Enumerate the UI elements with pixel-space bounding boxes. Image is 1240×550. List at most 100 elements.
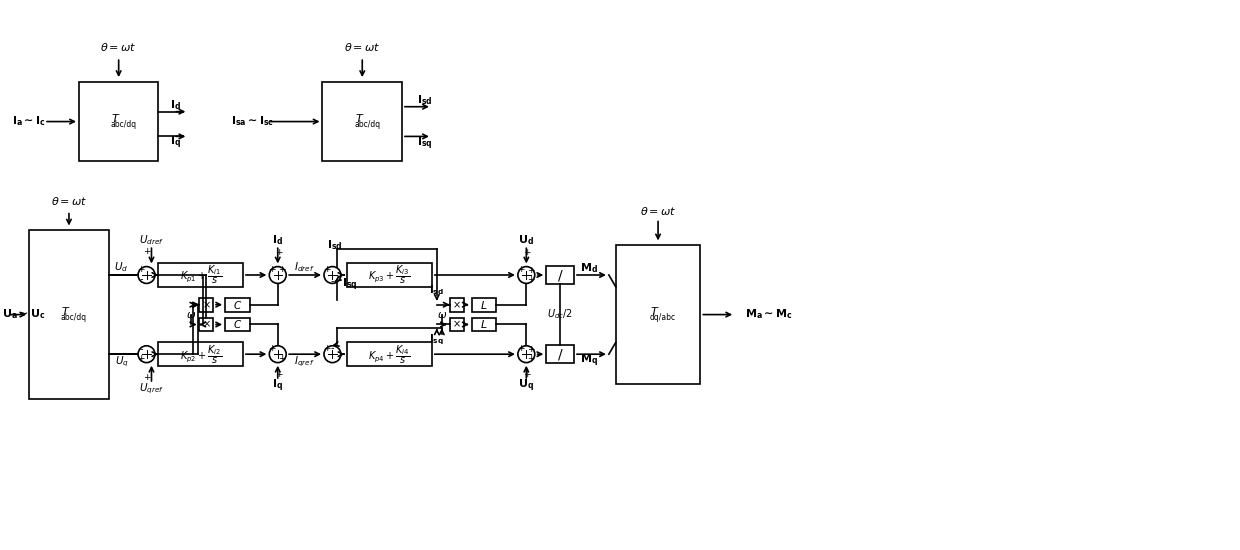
Text: +: + [517,265,525,274]
Bar [546,345,574,363]
Text: $\mathbf{I_{sa}{\sim}I_{sc}}$: $\mathbf{I_{sa}{\sim}I_{sc}}$ [232,114,274,129]
Bar [471,298,496,312]
Bar [79,82,159,161]
Text: abc/dq: abc/dq [61,313,87,322]
Text: $\mathbf{M_q}$: $\mathbf{M_q}$ [580,353,598,369]
Text: $\mathbf{I_d}$: $\mathbf{I_d}$ [273,233,283,248]
Circle shape [269,267,286,283]
Circle shape [324,267,341,283]
Bar [546,266,574,284]
Text: $I_{dref}$: $I_{dref}$ [294,260,315,274]
Text: +: + [523,371,531,380]
Text: +: + [527,275,534,284]
Text: +: + [279,354,286,363]
Text: $U_{dc}/2$: $U_{dc}/2$ [547,307,573,322]
Bar [224,317,250,332]
Text: $T$: $T$ [355,112,365,124]
Text: abc/dq: abc/dq [355,120,381,129]
Bar [224,298,250,312]
Text: +: + [269,344,277,353]
Bar [159,263,243,287]
Bar [616,245,701,384]
Text: $\mathbf{I_q}$: $\mathbf{I_q}$ [273,378,283,394]
Text: $\theta=\omega t$: $\theta=\omega t$ [343,41,381,53]
Bar [347,342,432,366]
Text: +: + [527,345,534,354]
Text: $\mathbf{I_a{\sim}I_c}$: $\mathbf{I_a{\sim}I_c}$ [12,114,46,129]
Text: +: + [275,371,283,380]
Bar [471,317,496,332]
Text: $\mathbf{I_{sq}}$: $\mathbf{I_{sq}}$ [429,332,444,346]
Text: $K_{p1}+\dfrac{K_{i1}}{s}$: $K_{p1}+\dfrac{K_{i1}}{s}$ [180,263,222,287]
Text: -: - [139,344,143,354]
Text: $I_{qref}$: $I_{qref}$ [294,355,315,369]
Text: $U_d$: $U_d$ [114,260,129,274]
Bar [200,317,213,332]
Text: $T$: $T$ [650,305,660,317]
Text: $\mathbf{U_q}$: $\mathbf{U_q}$ [518,378,534,394]
Text: +: + [324,344,331,353]
Text: $C$: $C$ [233,318,242,331]
Text: $\times$: $\times$ [453,320,461,329]
Text: $\times$: $\times$ [453,300,461,310]
Text: $\omega$: $\omega$ [436,310,446,320]
Text: $\mathbf{M_d}$: $\mathbf{M_d}$ [580,261,598,275]
Circle shape [518,267,534,283]
Text: $\mathbf{M_a{\sim}M_c}$: $\mathbf{M_a{\sim}M_c}$ [745,307,792,322]
Text: -: - [139,274,143,284]
Bar [322,82,402,161]
Text: +: + [275,248,283,257]
Text: +: + [523,248,531,257]
Text: $\mathbf{I_{sq}}$: $\mathbf{I_{sq}}$ [417,135,433,152]
Text: $\mathbf{I_{sd}}$: $\mathbf{I_{sd}}$ [326,238,342,252]
Text: +: + [527,354,534,363]
Text: $\times$: $\times$ [202,320,211,329]
Text: $\mathbf{U_d}$: $\mathbf{U_d}$ [518,233,534,248]
Bar [159,342,243,366]
Text: abc/dq: abc/dq [110,120,136,129]
Text: +: + [269,265,277,274]
Text: $\mathbf{I_{sq}}$: $\mathbf{I_{sq}}$ [342,277,358,293]
Text: $L$: $L$ [480,318,487,331]
Bar [347,263,432,287]
Text: +: + [517,344,525,353]
Text: $\mathbf{I_q}$: $\mathbf{I_q}$ [170,134,181,151]
Text: -: - [331,343,335,353]
Bar [30,230,109,399]
Text: +: + [143,247,150,256]
Text: $\mathbf{I_d}$: $\mathbf{I_d}$ [170,98,181,112]
Text: $\theta=\omega t$: $\theta=\omega t$ [640,205,676,217]
Text: $U_{dref}$: $U_{dref}$ [139,233,164,248]
Text: $C$: $C$ [233,299,242,311]
Text: $K_{p4}+\dfrac{K_{i4}}{s}$: $K_{p4}+\dfrac{K_{i4}}{s}$ [368,343,410,366]
Text: -: - [331,277,335,287]
Text: $/$: $/$ [557,346,563,362]
Bar [200,298,213,312]
Text: $K_{p2}+\dfrac{K_{i2}}{s}$: $K_{p2}+\dfrac{K_{i2}}{s}$ [180,343,222,366]
Text: $\mathbf{I_{sd}}$: $\mathbf{I_{sd}}$ [429,283,444,297]
Text: $\theta=\omega t$: $\theta=\omega t$ [51,195,87,207]
Text: $\omega$: $\omega$ [186,310,196,320]
Text: $L$: $L$ [480,299,487,311]
Text: +: + [324,265,331,274]
Text: +: + [138,265,145,274]
Text: +: + [279,265,286,274]
Text: +: + [527,266,534,275]
Circle shape [324,346,341,362]
Bar [450,317,464,332]
Text: $\mathbf{I_{sd}}$: $\mathbf{I_{sd}}$ [417,93,433,107]
Text: $\times$: $\times$ [202,300,211,310]
Circle shape [138,346,155,362]
Text: $\theta=\omega t$: $\theta=\omega t$ [100,41,136,53]
Text: $T$: $T$ [110,112,120,124]
Text: $/$: $/$ [557,267,563,283]
Text: $U_q$: $U_q$ [114,355,129,369]
Bar [450,298,464,312]
Circle shape [518,346,534,362]
Text: +: + [143,373,150,382]
Text: $\mathbf{U_a{\sim}U_c}$: $\mathbf{U_a{\sim}U_c}$ [2,307,46,322]
Text: $U_{qref}$: $U_{qref}$ [139,382,164,396]
Circle shape [269,346,286,362]
Text: $K_{p3}+\dfrac{K_{i3}}{s}$: $K_{p3}+\dfrac{K_{i3}}{s}$ [368,263,410,287]
Text: $T$: $T$ [61,305,71,317]
